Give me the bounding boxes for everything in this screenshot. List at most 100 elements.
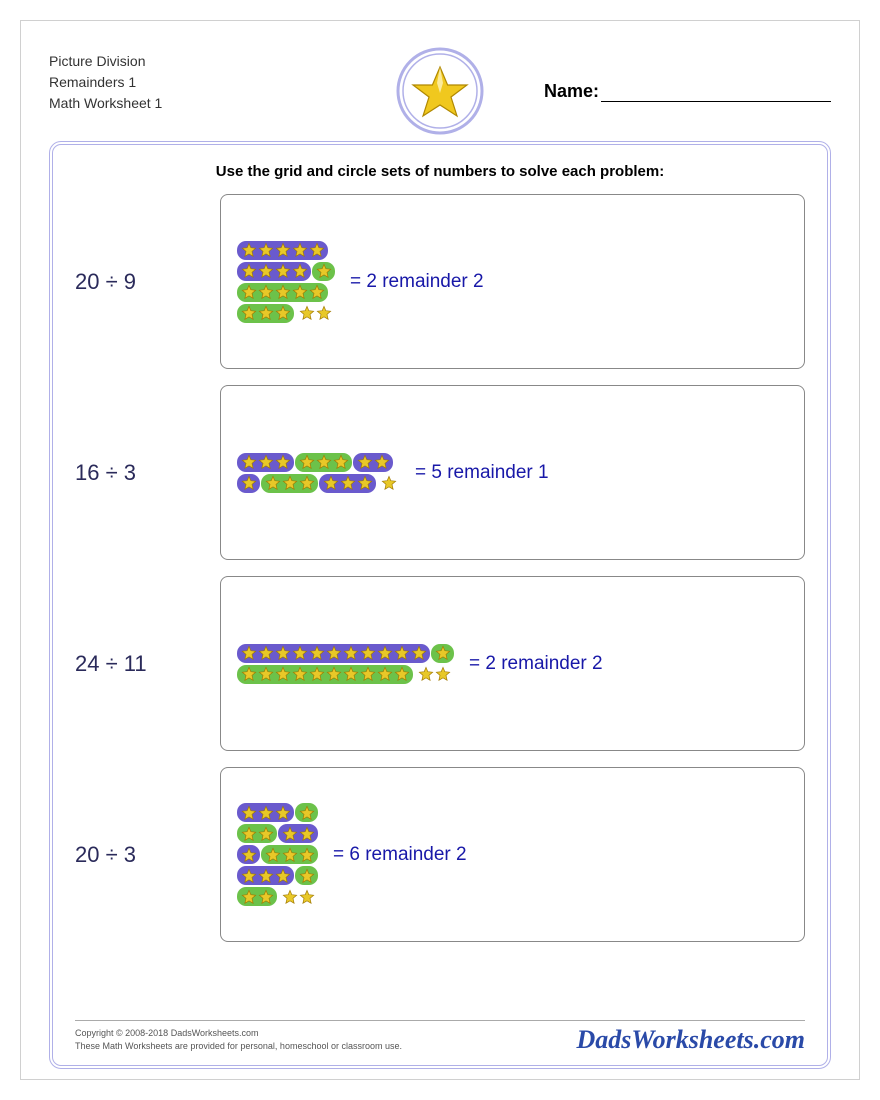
star-icon: [315, 263, 332, 280]
star-group: [431, 644, 454, 663]
star-icon: [240, 867, 257, 884]
star-icon: [339, 475, 356, 492]
star-row: [237, 887, 319, 906]
star-icon: [373, 454, 390, 471]
star-group: [319, 474, 376, 493]
star-row: [237, 644, 455, 663]
star-icon: [240, 825, 257, 842]
star-group: [237, 665, 413, 684]
star-group: [295, 803, 318, 822]
star-icon: [257, 305, 274, 322]
star-icon: [417, 666, 434, 683]
star-row: [237, 824, 319, 843]
star-group: [295, 453, 352, 472]
star-icon: [410, 645, 427, 662]
star-icon: [298, 888, 315, 905]
star-icon: [315, 305, 332, 322]
star-icon: [240, 645, 257, 662]
star-icon: [274, 804, 291, 821]
star-icon: [281, 475, 298, 492]
problem-expression: 20 ÷ 3: [75, 842, 220, 868]
star-icon: [274, 867, 291, 884]
star-icon: [332, 454, 349, 471]
star-icon: [298, 475, 315, 492]
star-icon: [264, 475, 281, 492]
star-group: [237, 283, 328, 302]
star-group: [237, 845, 260, 864]
star-icon: [274, 645, 291, 662]
star-icon: [257, 284, 274, 301]
star-icon: [257, 263, 274, 280]
star-icon: [298, 454, 315, 471]
name-label: Name:: [544, 81, 599, 101]
star-icon: [274, 263, 291, 280]
star-icon: [281, 888, 298, 905]
star-badge: [395, 46, 485, 141]
title-line-2: Remainders 1: [49, 72, 269, 93]
answer-text: = 6 remainder 2: [333, 844, 467, 866]
star-icon: [240, 305, 257, 322]
problem-box: = 2 remainder 2: [220, 576, 805, 751]
star-row: [237, 241, 336, 260]
star-icon: [308, 666, 325, 683]
star-icon: [376, 666, 393, 683]
star-group: [237, 474, 260, 493]
content-frame: Use the grid and circle sets of numbers …: [49, 141, 831, 1069]
star-icon: [257, 666, 274, 683]
footer-text: Copyright © 2008-2018 DadsWorksheets.com…: [75, 1027, 402, 1052]
star-icon: [325, 645, 342, 662]
star-icon: [359, 666, 376, 683]
star-icon: [240, 666, 257, 683]
star-icon: [315, 454, 332, 471]
footer-logo: DadsWorksheets.com: [577, 1025, 805, 1055]
star-icon: [274, 666, 291, 683]
title-line-3: Math Worksheet 1: [49, 93, 269, 114]
star-icon: [264, 846, 281, 863]
problem-box: = 5 remainder 1: [220, 385, 805, 560]
star-icon: [257, 454, 274, 471]
footer-note: These Math Worksheets are provided for p…: [75, 1040, 402, 1053]
star-icon: [240, 242, 257, 259]
name-field: Name:: [544, 51, 831, 102]
star-group: [312, 262, 335, 281]
star-icon: [291, 263, 308, 280]
star-icon: [434, 666, 451, 683]
stars-area: [237, 453, 401, 493]
star-icon: [298, 867, 315, 884]
title-line-1: Picture Division: [49, 51, 269, 72]
copyright: Copyright © 2008-2018 DadsWorksheets.com: [75, 1027, 402, 1040]
problem-expression: 20 ÷ 9: [75, 269, 220, 295]
star-icon: [257, 888, 274, 905]
star-icon: [240, 804, 257, 821]
star-icon: [325, 666, 342, 683]
star-icon: [291, 645, 308, 662]
star-icon: [342, 666, 359, 683]
star-icon: [322, 475, 339, 492]
star-icon: [298, 825, 315, 842]
star-group: [278, 824, 318, 843]
star-row: [237, 474, 401, 493]
star-icon: [274, 242, 291, 259]
star-row: [237, 665, 455, 684]
star-icon: [240, 284, 257, 301]
star-icon: [308, 284, 325, 301]
stars-area: [237, 644, 455, 684]
star-icon: [356, 454, 373, 471]
star-group: [295, 304, 335, 323]
star-group: [237, 453, 294, 472]
star-group: [237, 241, 328, 260]
star-icon: [393, 645, 410, 662]
star-icon: [291, 284, 308, 301]
star-icon: [308, 645, 325, 662]
star-icon: [240, 475, 257, 492]
star-row: [237, 803, 319, 822]
star-icon: [356, 475, 373, 492]
star-icon: [257, 867, 274, 884]
star-group: [237, 803, 294, 822]
star-row: [237, 845, 319, 864]
star-icon: [298, 305, 315, 322]
star-group: [237, 304, 294, 323]
name-line[interactable]: [601, 101, 831, 102]
problem-expression: 16 ÷ 3: [75, 460, 220, 486]
star-row: [237, 304, 336, 323]
